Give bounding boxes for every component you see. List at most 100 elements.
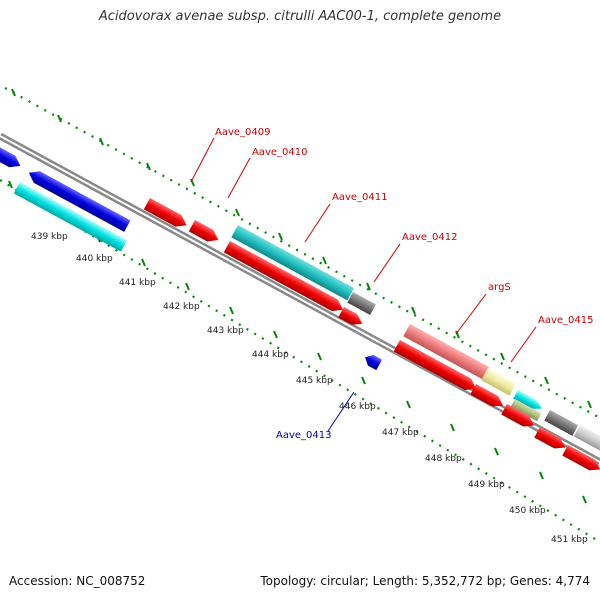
gene-aave0411-shape[interactable] (231, 225, 354, 301)
outer-major-tick (146, 162, 151, 171)
inner-major-tick (273, 330, 278, 339)
gene-cds-6-shape[interactable] (534, 427, 568, 453)
inner-major-tick (539, 471, 544, 480)
accession-text: Accession: NC_008752 (9, 574, 146, 588)
gene-aave0410-shape[interactable] (188, 220, 222, 246)
scale-label: 451 kbp (551, 535, 588, 545)
outer-major-tick (500, 352, 505, 361)
scale-label: 441 kbp (119, 278, 156, 288)
gene-label[interactable]: Aave_0411 (332, 192, 388, 203)
gene-aave0409-shape[interactable] (143, 198, 190, 231)
gene-gray-1-shape[interactable] (347, 292, 376, 315)
scale-label: 443 kbp (207, 326, 244, 336)
gene-cds-7[interactable] (562, 445, 600, 475)
inner-major-tick (317, 352, 322, 361)
gene-lightgray-shape[interactable] (573, 425, 600, 456)
gene-aave0411[interactable] (231, 225, 354, 301)
gene-cds-short[interactable] (338, 307, 365, 329)
gene-label[interactable]: Aave_0415 (538, 315, 594, 326)
gene-cds-short-shape[interactable] (338, 307, 365, 329)
gene-label-leader (510, 326, 537, 363)
outer-major-tick (278, 232, 283, 241)
gene-label-leader (190, 137, 215, 183)
outer-major-ticks (11, 88, 592, 409)
genome-backbone (0, 132, 600, 466)
gene-aave0413[interactable] (362, 352, 383, 371)
gene-label[interactable]: Aave_0412 (402, 232, 458, 243)
gene-olive[interactable] (510, 399, 542, 422)
gene-aave0413-shape[interactable] (362, 352, 383, 371)
inner-major-tick (185, 282, 190, 291)
gene-label[interactable]: Aave_0413 (276, 430, 332, 441)
gene-aave0410[interactable] (188, 220, 222, 246)
gene-blue-1[interactable] (0, 142, 23, 172)
gene-cyan-2[interactable] (513, 390, 544, 413)
inner-major-tick (141, 258, 146, 267)
map-title: Acidovorax avenae subsp. citrulli AAC00-… (98, 9, 502, 24)
outer-major-tick (411, 306, 416, 315)
outer-major-tick (99, 137, 104, 146)
gene-args[interactable] (403, 324, 490, 380)
gene-cyan-1-shape[interactable] (13, 182, 128, 252)
scale-label: 448 kbp (425, 454, 462, 464)
gene-cds-5-shape[interactable] (501, 404, 537, 431)
gene-gray-2-shape[interactable] (544, 410, 579, 436)
gene-cds-4-shape[interactable] (470, 384, 506, 411)
inner-major-tick (361, 376, 366, 385)
gene-label-leader (304, 203, 331, 243)
inner-major-ticks (8, 180, 587, 504)
scale-label: 446 kbp (339, 402, 376, 412)
scale-label: 447 kbp (382, 428, 419, 438)
scale-label: 449 kbp (468, 480, 505, 490)
gene-label-leader (327, 391, 355, 432)
outer-major-tick (11, 88, 16, 97)
gene-blue-2[interactable] (26, 167, 131, 232)
gene-cds-4[interactable] (470, 384, 506, 411)
scale-label: 442 kbp (163, 302, 200, 312)
inner-major-tick (494, 447, 499, 456)
gene-yellow-shape[interactable] (481, 368, 517, 396)
scale-label: 450 kbp (509, 506, 546, 516)
outer-major-tick (322, 256, 327, 265)
gene-gray-1[interactable] (347, 292, 376, 315)
scale-label: 445 kbp (296, 376, 333, 386)
inner-major-tick (582, 495, 587, 504)
gene-cyan-1[interactable] (13, 182, 128, 252)
gene-cds-5[interactable] (501, 404, 537, 431)
outer-major-tick (57, 114, 62, 123)
topology-text: Topology: circular; Length: 5,352,772 bp… (260, 574, 590, 588)
gene-gray-2[interactable] (544, 410, 579, 436)
gene-cds-6[interactable] (534, 427, 568, 453)
outer-major-tick (587, 400, 592, 409)
outer-major-tick (235, 208, 240, 217)
gene-cyan-2-shape[interactable] (513, 390, 544, 413)
gene-blue-2-shape[interactable] (26, 167, 131, 232)
gene-label-leader (373, 243, 401, 283)
inner-major-tick (450, 423, 455, 432)
gene-label[interactable]: argS (488, 282, 511, 293)
gene-aave0409[interactable] (143, 198, 190, 231)
gene-lightgray[interactable] (573, 425, 600, 456)
inner-major-tick (8, 180, 13, 189)
gene-cds-3[interactable] (393, 340, 479, 394)
gene-yellow[interactable] (481, 368, 517, 396)
scale-label: 440 kbp (76, 254, 113, 264)
gene-cds-3-shape[interactable] (393, 340, 479, 394)
outer-major-tick (366, 282, 371, 291)
gene-cds-long-shape[interactable] (223, 241, 346, 315)
scale-label: 439 kbp (31, 232, 68, 242)
gene-blue-1-shape[interactable] (0, 142, 23, 172)
gene-label[interactable]: Aave_0409 (215, 127, 271, 138)
gene-label-leader (227, 157, 251, 199)
gene-label[interactable]: Aave_0410 (252, 147, 308, 158)
gene-args-shape[interactable] (403, 324, 490, 380)
gene-olive-shape[interactable] (510, 399, 542, 422)
inner-major-tick (406, 400, 411, 409)
gene-label-leader (455, 293, 487, 335)
gene-cds-7-shape[interactable] (562, 445, 600, 475)
outer-tick-ring (4, 87, 600, 419)
gene-cds-long[interactable] (223, 241, 346, 315)
inner-major-tick (229, 306, 234, 315)
outer-major-tick (544, 376, 549, 385)
